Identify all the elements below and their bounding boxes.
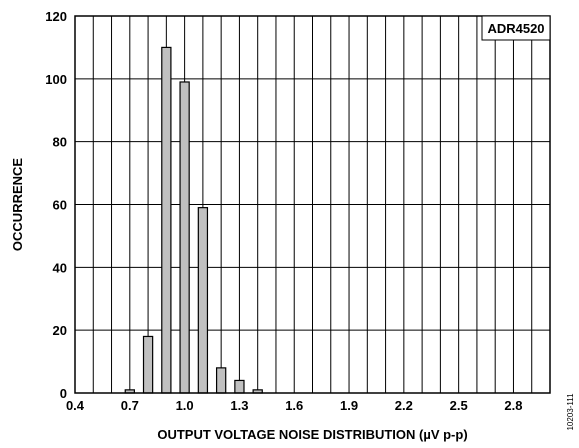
- plot-frame: [74, 15, 551, 394]
- y-tick-label: 120: [45, 9, 67, 24]
- x-axis-title: OUTPUT VOLTAGE NOISE DISTRIBUTION (µV p-…: [157, 427, 467, 442]
- legend-box: ADR4520: [481, 15, 551, 41]
- x-tick-label: 1.6: [285, 398, 303, 413]
- figure-id: 10203-111: [566, 393, 575, 431]
- y-tick-label: 100: [45, 72, 67, 87]
- y-tick-label: 40: [53, 260, 67, 275]
- x-tick-label: 2.2: [395, 398, 413, 413]
- histogram-bar: [234, 379, 245, 394]
- histogram-bar: [179, 81, 190, 394]
- x-tick-label: 1.3: [230, 398, 248, 413]
- y-tick-label: 0: [60, 386, 67, 401]
- histogram-bar: [161, 46, 172, 394]
- histogram-bar: [215, 367, 227, 394]
- x-tick-label: 1.0: [176, 398, 194, 413]
- x-tick-label: 0.7: [121, 398, 139, 413]
- histogram-bar: [197, 207, 209, 394]
- grid: [75, 16, 550, 393]
- tick-labels: 0.4 0.7 1.0 1.3 1.6 1.9 2.2 2.5 2.8 0 20 40 60 80 100 1…: [45, 9, 522, 413]
- y-tick-label: 80: [53, 135, 67, 150]
- bars: [124, 46, 263, 394]
- x-tick-label: 0.4: [66, 398, 85, 413]
- histogram-bar: [142, 335, 154, 394]
- y-tick-label: 60: [53, 198, 67, 213]
- x-tick-label: 1.9: [340, 398, 358, 413]
- y-tick-label: 20: [53, 323, 67, 338]
- y-axis-title: OCCURRENCE: [10, 158, 25, 252]
- x-tick-label: 2.5: [450, 398, 468, 413]
- x-tick-label: 2.8: [504, 398, 522, 413]
- legend-label: ADR4520: [487, 21, 544, 36]
